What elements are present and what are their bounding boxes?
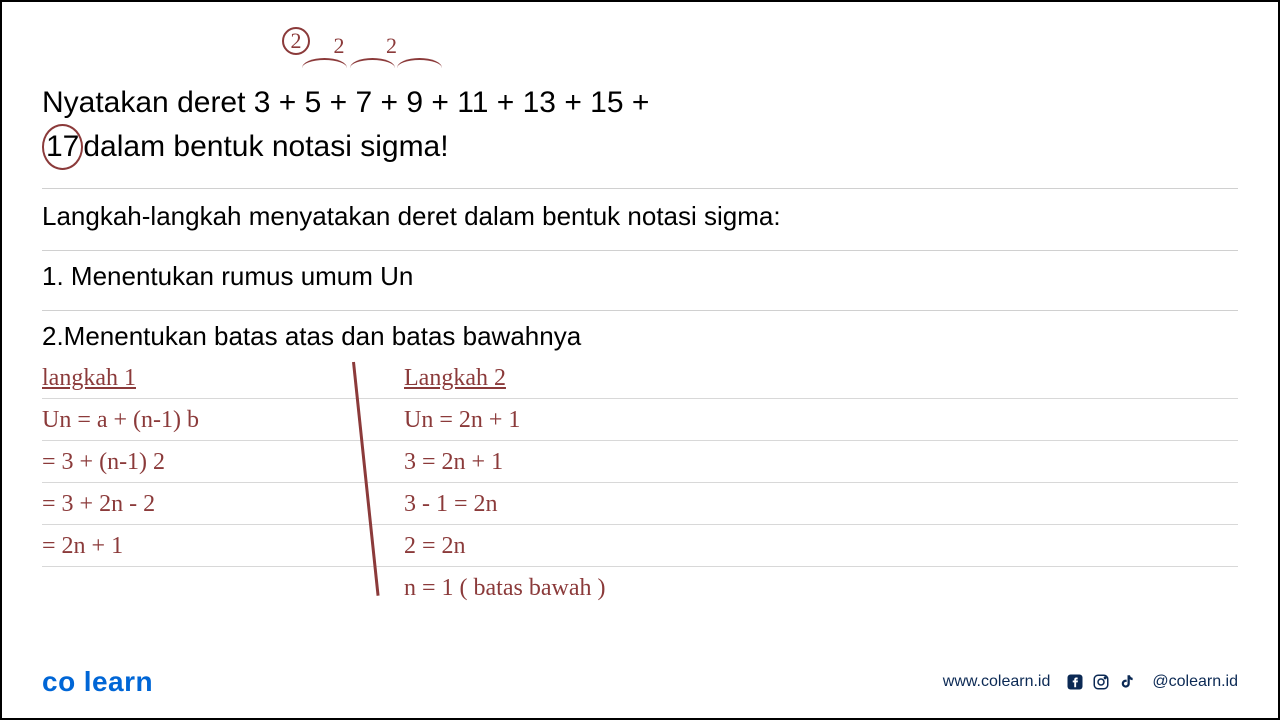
work-left-line: Un = a + (n-1) b [42, 399, 342, 441]
circled-term-17: 17 [42, 124, 83, 170]
work-left-line: = 2n + 1 [42, 525, 342, 567]
work-column-right: Langkah 2 Un = 2n + 1 3 = 2n + 1 3 - 1 =… [354, 357, 1238, 609]
facebook-icon [1065, 672, 1085, 692]
work-column-left: langkah 1 Un = a + (n-1) b = 3 + (n-1) 2… [42, 357, 352, 609]
work-right-title: Langkah 2 [404, 357, 1238, 399]
work-right-line: 3 - 1 = 2n [404, 483, 1238, 525]
divider [42, 310, 1238, 311]
work-right-line: Un = 2n + 1 [404, 399, 1238, 441]
work-left-line: = 3 + 2n - 2 [42, 483, 342, 525]
diff-2: 2 [334, 33, 345, 59]
main-content: 2 2 2 Nyatakan deret 3 + 5 + 7 + 9 + 11 … [2, 2, 1278, 609]
instagram-icon [1091, 672, 1111, 692]
footer-url: www.colearn.id [943, 673, 1051, 691]
work-left-line: = 3 + (n-1) 2 [42, 441, 342, 483]
top-diff-annotations: 2 2 2 [282, 32, 415, 60]
work-right-line: 2 = 2n [404, 525, 1238, 567]
work-right-line: 3 = 2n + 1 [404, 441, 1238, 483]
work-right-line: n = 1 ( batas bawah ) [404, 567, 1238, 609]
diff-3: 2 [386, 33, 397, 59]
social-icons [1065, 672, 1137, 692]
step-2: 2.Menentukan batas atas dan batas bawahn… [42, 321, 1238, 352]
work-left-title: langkah 1 [42, 357, 342, 399]
footer-handle: @colearn.id [1152, 673, 1238, 691]
work-area: langkah 1 Un = a + (n-1) b = 3 + (n-1) 2… [42, 357, 1238, 609]
brand-logo: colearn [42, 666, 153, 698]
footer: colearn www.colearn.id @colearn.id [2, 666, 1278, 698]
divider [42, 188, 1238, 189]
divider [42, 250, 1238, 251]
question-text: Nyatakan deret 3 + 5 + 7 + 9 + 11 + 13 +… [42, 82, 1238, 170]
question-line2-suffix: dalam bentuk notasi sigma! [83, 130, 448, 163]
steps-intro: Langkah-langkah menyatakan deret dalam b… [42, 201, 1238, 232]
diff-circle-1: 2 [282, 27, 310, 55]
question-line1: Nyatakan deret 3 + 5 + 7 + 9 + 11 + 13 +… [42, 82, 1238, 124]
step-1: 1. Menentukan rumus umum Un [42, 261, 1238, 292]
tiktok-icon [1117, 672, 1137, 692]
